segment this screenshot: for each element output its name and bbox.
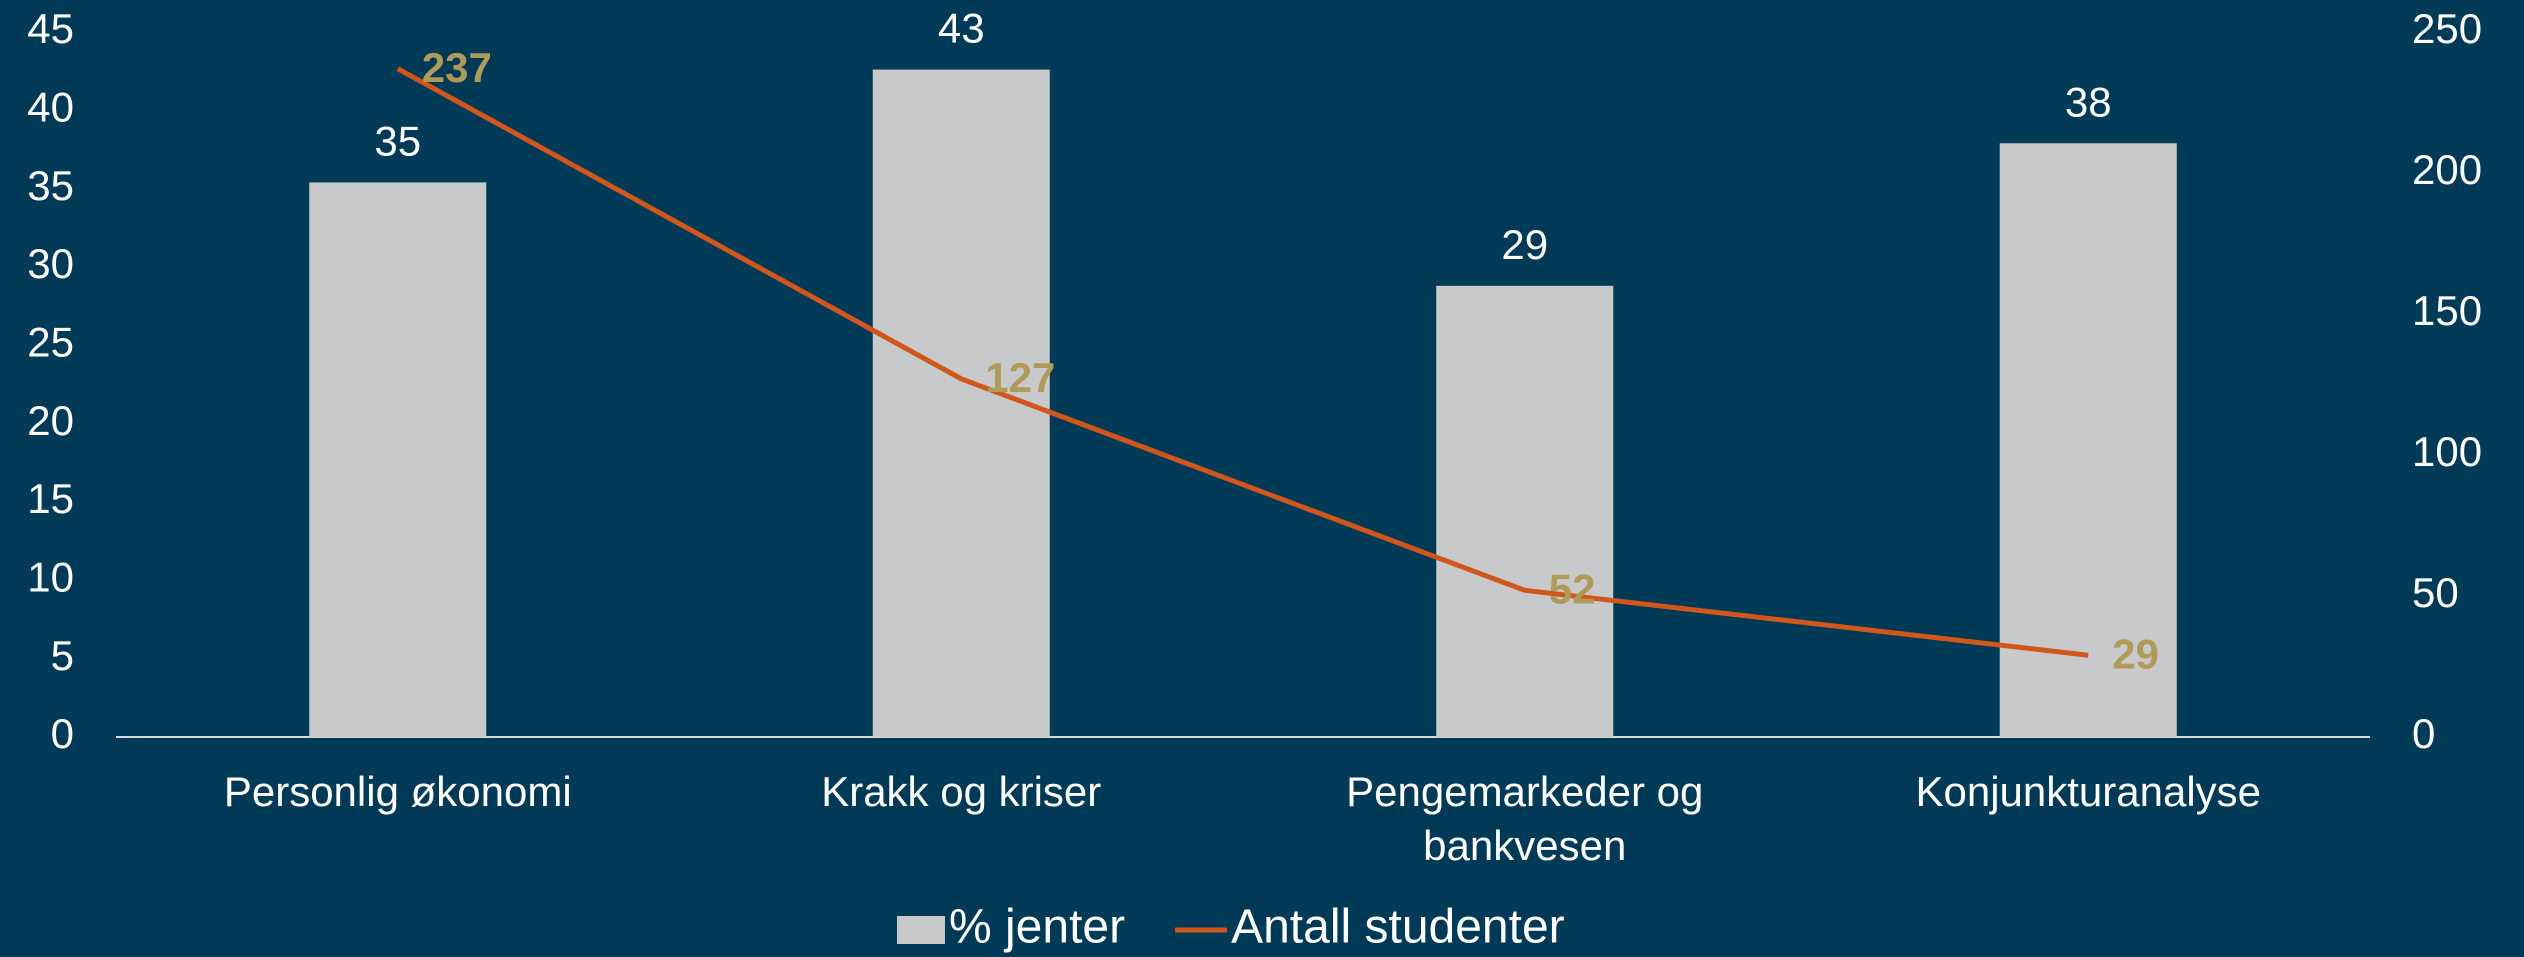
bar [309,182,487,737]
y-tick-label: 15 [27,475,74,522]
y2-tick-label: 200 [2412,146,2482,193]
y-tick-label: 25 [27,318,74,365]
y2-tick-label: 250 [2412,5,2482,52]
x-tick-label: Krakk og kriser [821,768,1102,815]
x-tick-label: Pengemarkeder og bankvesen [1346,768,1704,869]
y-tick-label: 45 [27,5,74,52]
bar-value-label: 29 [1501,221,1548,268]
x-tick-label: Konjunkturanalyse [1915,768,2262,815]
line-value-label: 127 [985,354,1055,401]
bar-value-label: 38 [2065,78,2112,125]
legend-swatch [897,916,945,944]
y-tick-label: 5 [51,632,74,679]
line-value-label: 237 [422,44,492,91]
y2-tick-label: 50 [2412,569,2459,616]
y-tick-label: 40 [27,83,74,130]
legend-label: % jenter [949,901,1125,954]
x-tick-label: Personlig økonomi [223,768,572,815]
y-tick-label: 0 [51,710,74,757]
line-value-label: 29 [2112,630,2159,677]
y2-tick-label: 150 [2412,287,2482,334]
y-tick-label: 20 [27,397,74,444]
y-tick-label: 30 [27,240,74,287]
bar-value-label: 35 [374,117,421,164]
bar [1999,143,2177,737]
y2-tick-label: 0 [2412,710,2435,757]
y2-tick-label: 100 [2412,428,2482,475]
y-tick-label: 10 [27,553,74,600]
legend-label: Antall studenter [1231,901,1565,954]
line-value-label: 52 [1549,565,1596,612]
y-tick-label: 35 [27,162,74,209]
line [396,66,2089,658]
bar-value-label: 43 [938,5,985,52]
bar [1436,285,1614,737]
